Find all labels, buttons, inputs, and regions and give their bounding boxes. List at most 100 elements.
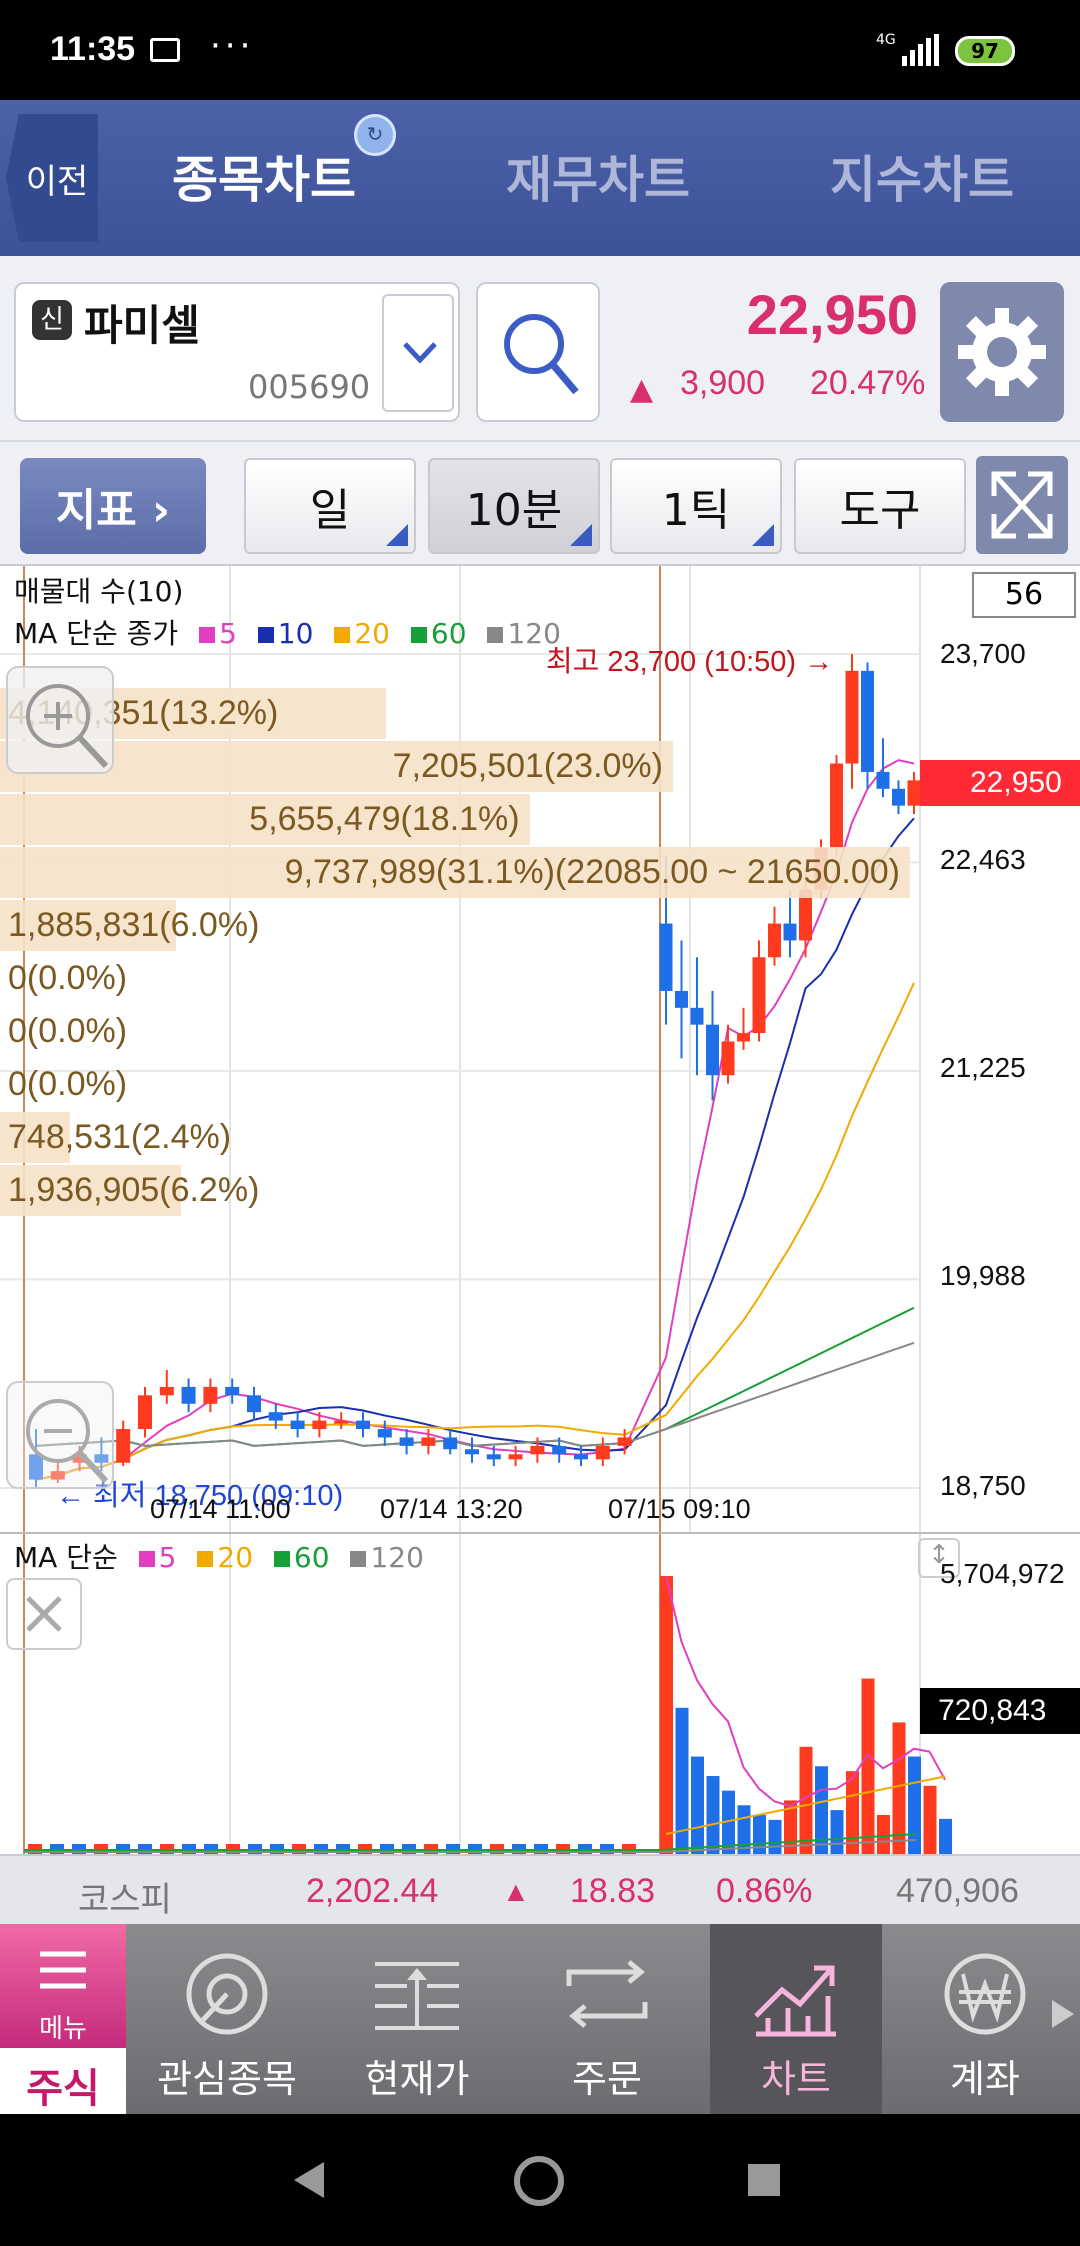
chevron-down-icon: [403, 342, 437, 364]
candle-body: [138, 1395, 152, 1430]
volume-bar: [737, 1805, 751, 1854]
candle-body: [690, 1007, 704, 1025]
volume-bar: [877, 1815, 890, 1854]
volume-profile-label: 9,737,989(31.1%)(22085.00 ~ 21650.00): [284, 853, 900, 891]
volume-max-label: 5,704,972: [940, 1558, 1065, 1589]
sim-card-icon: [150, 38, 180, 62]
volume-profile-bar: [0, 794, 530, 845]
settings-button[interactable]: [940, 282, 1064, 422]
system-nav-bar: [0, 2114, 1080, 2246]
stock-selector[interactable]: 신 파미셀 005690: [14, 282, 460, 422]
zoom-out-icon: [26, 1399, 109, 1484]
clock: 11:35: [50, 30, 136, 68]
section-label: 주식: [26, 2066, 100, 2112]
ma20-swatch: [334, 627, 351, 643]
search-icon: [504, 314, 579, 395]
volume-bar: [846, 1771, 859, 1854]
expand-button[interactable]: [976, 456, 1068, 554]
volume-bar: [908, 1756, 921, 1854]
close-volume-button[interactable]: [6, 1578, 82, 1650]
tab-financial-chart[interactable]: 재무차트: [506, 151, 690, 209]
system-back-icon[interactable]: [294, 2162, 324, 2198]
up-arrow-icon: ▲: [502, 1876, 530, 1907]
search-button[interactable]: [476, 282, 600, 422]
volume-ma5-line: [665, 1575, 946, 1808]
price-icon: [375, 1962, 459, 2030]
candle-body: [845, 670, 859, 764]
volume-profile-label: 748,531(2.4%): [8, 1118, 232, 1156]
phone-rotate-icon[interactable]: ↻: [354, 114, 396, 156]
volume-bar: [691, 1756, 704, 1854]
nav-order-label: 주문: [572, 2057, 642, 2101]
nav-scroll-right-icon[interactable]: [1052, 2000, 1074, 2028]
nav-account-label: 계좌: [950, 2057, 1020, 2101]
candle-body: [94, 1454, 109, 1463]
current-price: 22,950: [746, 283, 918, 346]
stock-dropdown-button[interactable]: [382, 294, 454, 412]
nav-current-price-label: 현재가: [364, 2057, 470, 2101]
candle-body: [617, 1437, 632, 1446]
volume-profile-label: 5,655,479(18.1%): [249, 800, 520, 838]
volume-bar: [830, 1810, 844, 1854]
index-ticker[interactable]: 코스피 2,202.44 ▲ 18.83 0.86% 470,906: [0, 1854, 1080, 1924]
candle-body: [861, 670, 874, 772]
tools-button[interactable]: 도구: [794, 458, 966, 554]
new-badge: 신: [32, 300, 72, 340]
tools-label: 도구: [839, 485, 921, 536]
up-arrow-icon: ▲: [630, 372, 654, 407]
period-10min-label: 10분: [465, 485, 563, 536]
price-chart[interactable]: 4,140,351(13.2%) 7,205,501(23.0%) 5,655,47…: [0, 566, 1080, 1532]
menu-tile: 메뉴: [0, 1924, 126, 2048]
ma5-label: 5: [219, 617, 237, 650]
candle-count-box[interactable]: 56: [972, 572, 1076, 618]
candle-body: [159, 1386, 174, 1396]
nav-chart[interactable]: 차트: [710, 1924, 882, 2114]
ma10-label: 10: [277, 617, 314, 650]
candle-body: [29, 1454, 43, 1480]
nav-account[interactable]: 계좌: [890, 1924, 1080, 2114]
volume-chart[interactable]: MA 단순 5 20 60 120 ↕ 5,704,972 720,843: [0, 1532, 1080, 1856]
system-recents-icon[interactable]: [748, 2164, 780, 2196]
chart-icon: [754, 1965, 836, 2037]
current-price-tag: 22,950: [920, 760, 1080, 806]
candle-body: [465, 1449, 479, 1455]
move-up-icon[interactable]: ↕: [918, 1538, 960, 1578]
dropdown-corner-icon: [386, 524, 408, 546]
zoom-out-button[interactable]: [6, 1381, 114, 1489]
system-home-icon[interactable]: [514, 2156, 564, 2206]
candle-body: [892, 788, 905, 806]
period-tick-button[interactable]: 1틱: [610, 458, 782, 554]
nav-watchlist[interactable]: 관심종목: [132, 1924, 322, 2114]
volume-profile-label: 7,205,501(23.0%): [392, 747, 663, 785]
period-day-button[interactable]: 일: [244, 458, 416, 554]
volume-bar: [784, 1800, 797, 1854]
signal-icon: [902, 34, 939, 66]
candle-body: [181, 1386, 196, 1404]
menu-button[interactable]: 메뉴 주식: [0, 1924, 126, 2114]
volume-profile-label: 0(0.0%): [8, 1012, 128, 1050]
back-button[interactable]: 이전: [6, 114, 98, 242]
vma60-label: 60: [293, 1541, 330, 1574]
period-10min-button[interactable]: 10분: [428, 458, 600, 554]
vma5-swatch: [138, 1551, 155, 1567]
candle-body: [595, 1445, 610, 1460]
bottom-nav: 메뉴 주식 관심종목 현재가 주문 차트 계좌: [0, 1924, 1080, 2114]
candle-body: [574, 1454, 588, 1460]
candle-body: [268, 1412, 283, 1421]
stock-name: 파미셀: [84, 301, 200, 350]
nav-order[interactable]: 주문: [512, 1924, 702, 2114]
nav-chart-label: 차트: [761, 2057, 831, 2101]
tab-index-chart[interactable]: 지수차트: [830, 151, 1014, 209]
nav-current-price[interactable]: 현재가: [322, 1924, 512, 2114]
candle-body: [552, 1445, 567, 1455]
vma20-label: 20: [217, 1541, 254, 1574]
candle-body: [675, 990, 688, 1008]
zoom-in-button[interactable]: [6, 666, 114, 774]
battery-icon: 97: [955, 36, 1015, 66]
candle-body: [72, 1454, 87, 1463]
volume-profile-label: 0(0.0%): [8, 959, 128, 997]
candle-body: [530, 1445, 545, 1455]
tab-stock-chart[interactable]: 종목차트: [172, 151, 356, 209]
stock-code: 005690: [248, 368, 371, 406]
indicator-button[interactable]: 지표 ›: [20, 458, 206, 554]
